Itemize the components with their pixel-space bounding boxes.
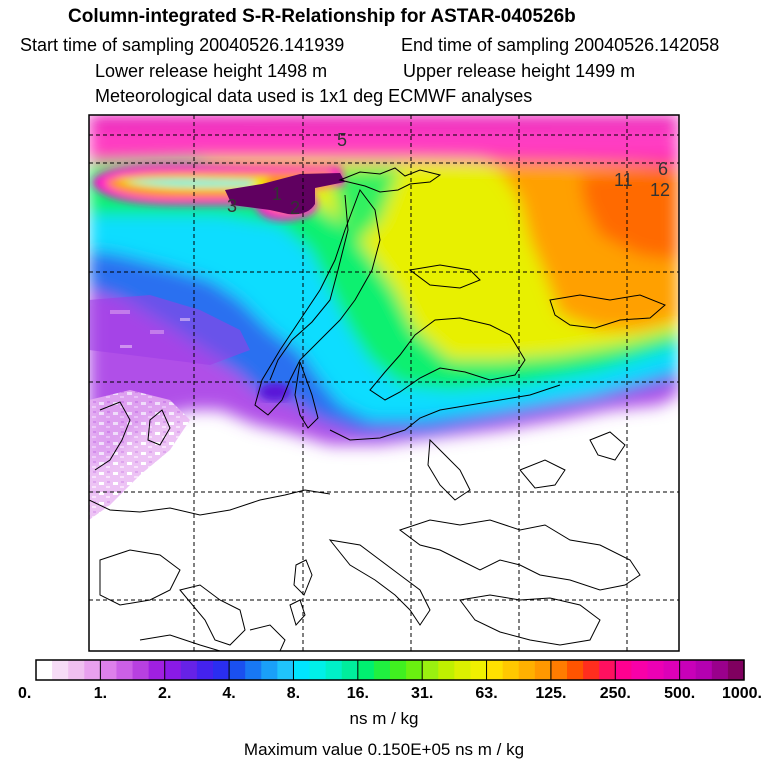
coastlines	[89, 167, 666, 651]
map-label-3: 3	[227, 196, 237, 216]
map-labels: 5 3 1 2 11 12 6	[227, 130, 670, 218]
colorbar-swatch	[422, 660, 439, 680]
colorbar-swatch	[36, 660, 53, 680]
colorbar-swatch	[261, 660, 278, 680]
map-label-1: 1	[272, 184, 282, 204]
colorbar-tick-label: 2.	[158, 685, 171, 700]
colorbar-swatch	[229, 660, 246, 680]
colorbar-swatch	[406, 660, 423, 680]
colorbar-swatch	[84, 660, 101, 680]
colorbar-tick-label: 0.	[18, 685, 31, 700]
lower-release-label: Lower release height 1498 m	[95, 61, 328, 81]
colorbar-swatch	[390, 660, 407, 680]
colorbar-swatch	[341, 660, 359, 680]
colorbar-swatch	[502, 660, 520, 680]
colorbar-swatch	[711, 660, 729, 680]
plot-title: Column-integrated S-R-Relationship for A…	[68, 6, 576, 27]
colorbar-swatch	[599, 660, 616, 680]
colorbar-swatch	[647, 660, 665, 680]
colorbar-tick-label: 4.	[222, 685, 235, 700]
colorbar-swatch	[615, 660, 632, 680]
colorbar-swatch	[679, 660, 697, 680]
colorbar-swatch	[309, 660, 327, 680]
end-time-label: End time of sampling 20040526.142058	[401, 35, 720, 55]
colorbar-swatch	[631, 660, 649, 680]
start-time-label: Start time of sampling 20040526.141939	[20, 35, 345, 55]
colorbar-swatch	[116, 660, 134, 680]
colorbar-swatch	[277, 660, 295, 680]
colorbar-tick-label: 1000.	[722, 685, 762, 700]
colorbar-swatch	[132, 660, 150, 680]
met-data-label: Meteorological data used is 1x1 deg ECMW…	[95, 86, 533, 106]
colorbar-tick-label: 250.	[600, 685, 631, 700]
sensitivity-map: 5 3 1 2 11 12 6 0. 1. 2. 4. 8. 16. 31. 63. 125. 2…	[18, 114, 762, 700]
map-label-12: 12	[650, 180, 670, 200]
colorbar-tick-label: 125.	[535, 685, 566, 700]
colorbar-swatch	[454, 660, 472, 680]
colorbar-swatch	[213, 660, 230, 680]
map-label-2: 2	[290, 198, 300, 218]
colorbar-tick-label: 500.	[664, 685, 695, 700]
graticule	[89, 115, 679, 651]
colorbar-swatch	[438, 660, 455, 680]
map-label-11: 11	[614, 170, 633, 190]
colorbar-swatch	[68, 660, 85, 680]
colorbar-tick-label: 1.	[94, 685, 107, 700]
colorbar-tick-label: 31.	[411, 685, 433, 700]
max-value-label: Maximum value 0.150E+05 ns m / kg	[243, 740, 525, 759]
colorbar-swatch	[148, 660, 166, 680]
colorbar-swatch	[695, 660, 713, 680]
colorbar-swatch	[357, 660, 375, 680]
colorbar-swatch	[164, 660, 182, 680]
colorbar-ticks: 0. 1. 2. 4. 8. 16. 31. 63. 125. 250. 500. 1000.	[18, 660, 762, 700]
colorbar-swatch	[583, 660, 600, 680]
upper-release-label: Upper release height 1499 m	[403, 61, 636, 81]
colorbar-swatch	[534, 660, 552, 680]
colorbar-swatch	[567, 660, 584, 680]
colorbar-swatch	[373, 660, 391, 680]
colorbar-swatch	[663, 660, 681, 680]
field-layer: 5 3 1 2 11 12 6	[89, 115, 679, 651]
map-frame	[88, 114, 680, 652]
colorbar-swatch	[293, 660, 311, 680]
colorbar-swatch	[470, 660, 488, 680]
map-label-5: 5	[337, 130, 347, 150]
colorbar-tick-label: 8.	[287, 685, 300, 700]
colorbar-tick-label: 63.	[475, 685, 497, 700]
units-label: ns m / kg	[349, 709, 419, 728]
colorbar-swatch	[727, 660, 745, 680]
colorbar-swatch	[100, 660, 118, 680]
colorbar-swatch	[518, 660, 536, 680]
colorbar-swatch	[486, 660, 504, 680]
colorbar-swatch	[550, 660, 568, 680]
colorbar	[36, 660, 745, 680]
colorbar-swatch	[52, 660, 69, 680]
colorbar-swatch	[245, 660, 262, 680]
colorbar-tick-label: 16.	[347, 685, 369, 700]
colorbar-swatch	[325, 660, 343, 680]
map-label-6: 6	[658, 159, 668, 179]
colorbar-swatch	[180, 660, 198, 680]
colorbar-swatch	[196, 660, 214, 680]
